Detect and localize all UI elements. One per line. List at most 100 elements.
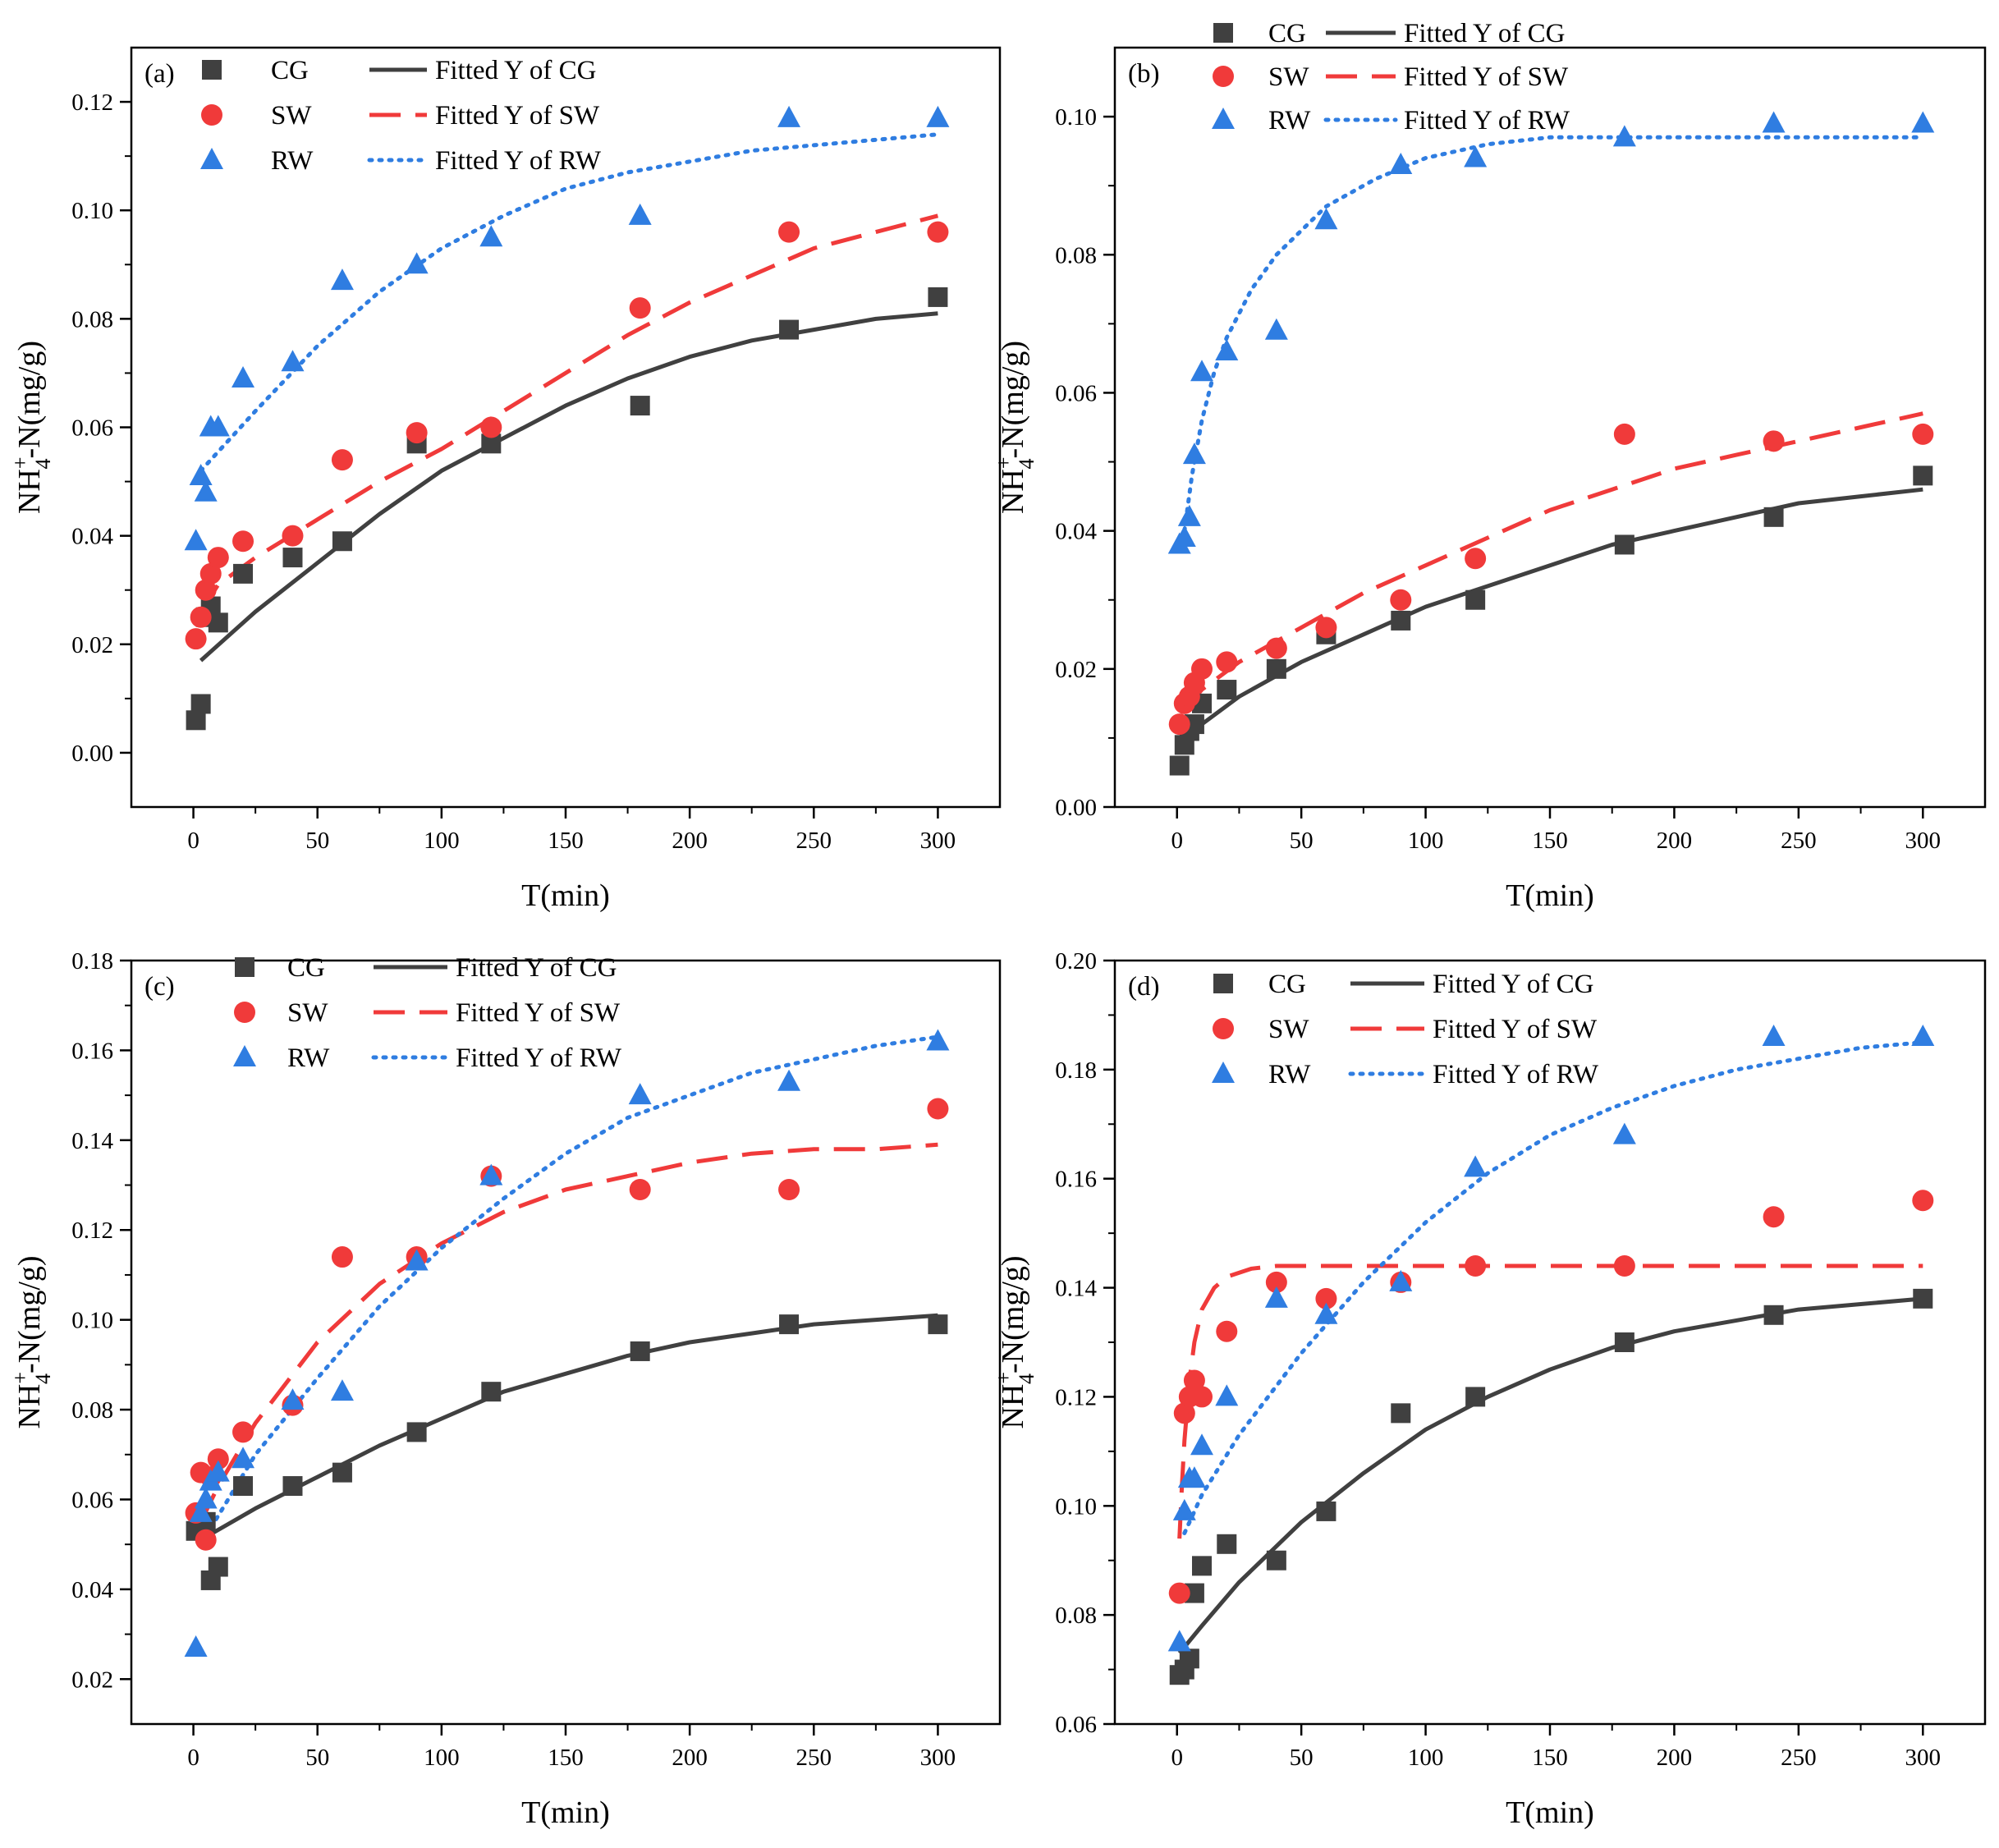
point-rw <box>1264 1286 1288 1308</box>
point-cg <box>1913 1288 1933 1309</box>
y-axis-title: NH+4-N(mg/g) <box>8 341 55 514</box>
point-sw <box>1265 1271 1287 1293</box>
y-tick-label: 0.20 <box>1055 948 1097 974</box>
point-sw <box>1912 1190 1934 1212</box>
panel-label: (a) <box>144 59 175 89</box>
y-tick-label: 0.02 <box>71 1667 113 1693</box>
point-cg <box>208 1557 228 1577</box>
point-cg <box>208 612 228 633</box>
legend-fit-label: Fitted Y of CG <box>435 56 596 85</box>
x-tick-label: 100 <box>424 828 460 854</box>
point-rw <box>1215 1384 1239 1406</box>
point-cg <box>779 1314 800 1335</box>
y-tick-label: 0.04 <box>1055 519 1097 545</box>
point-rw <box>1389 1269 1413 1291</box>
point-rw <box>1762 1025 1786 1046</box>
point-cg <box>1763 507 1784 527</box>
point-rw <box>206 415 230 437</box>
x-tick-label: 200 <box>1657 828 1693 854</box>
point-rw <box>1264 318 1288 340</box>
point-rw <box>1182 1466 1206 1488</box>
point-sw <box>207 547 229 569</box>
point-rw <box>1464 145 1488 167</box>
y-tick-label: 0.14 <box>71 1128 113 1154</box>
x-tick-label: 300 <box>1905 828 1942 854</box>
point-rw <box>1612 1122 1636 1144</box>
point-sw <box>1168 1582 1190 1604</box>
y-tick-label: 0.10 <box>71 198 113 224</box>
y-axis-title: NH+4-N(mg/g) <box>992 1255 1038 1428</box>
point-rw <box>194 1487 218 1509</box>
point-sw <box>1168 713 1190 736</box>
x-axis-title: T(min) <box>521 878 610 913</box>
point-cg <box>928 287 948 307</box>
x-tick-label: 0 <box>1171 828 1183 854</box>
point-cg <box>1169 755 1190 776</box>
legend-series-label: RW <box>271 146 314 176</box>
legend-marker-cg <box>202 60 222 80</box>
point-rw <box>405 252 429 274</box>
x-tick-label: 50 <box>305 1745 329 1771</box>
x-tick-label: 200 <box>672 828 708 854</box>
legend: CG Fitted Y of CG SW Fitted Y of SW RW Fitted… <box>233 953 622 1073</box>
y-axis-title: NH+4-N(mg/g) <box>992 341 1038 514</box>
legend-marker-sw <box>201 104 222 126</box>
point-cg <box>1465 1387 1486 1407</box>
y-axis-title: NH+4-N(mg/g) <box>8 1255 55 1428</box>
point-sw <box>1763 1206 1785 1228</box>
y-tick-label: 0.04 <box>71 1577 113 1603</box>
legend-series-label: CG <box>1268 970 1306 999</box>
x-tick-label: 200 <box>1657 1745 1693 1771</box>
y-tick-label: 0.10 <box>1055 104 1097 131</box>
legend-series-label: SW <box>271 101 312 131</box>
legend-marker-rw <box>1212 108 1235 129</box>
legend-marker-sw <box>1213 66 1234 87</box>
point-rw <box>1167 1630 1191 1652</box>
point-cg <box>928 1314 948 1335</box>
point-sw <box>1216 1320 1238 1342</box>
point-sw <box>190 606 212 628</box>
legend: CG Fitted Y of CG SW Fitted Y of SW RW Fitted… <box>1212 970 1599 1089</box>
point-sw <box>1191 1386 1213 1408</box>
point-cg <box>282 1476 303 1497</box>
legend-fit-label: Fitted Y of RW <box>1433 1060 1599 1089</box>
point-sw <box>1390 589 1412 611</box>
legend-series-label: RW <box>287 1043 330 1073</box>
point-sw <box>1191 658 1213 680</box>
point-sw <box>195 579 217 601</box>
point-rw <box>1762 111 1786 133</box>
point-sw <box>232 1421 254 1443</box>
legend-marker-rw <box>200 148 223 169</box>
x-tick-label: 100 <box>1408 1745 1444 1771</box>
point-rw <box>189 463 213 485</box>
point-sw <box>778 1179 800 1200</box>
point-sw <box>185 628 207 650</box>
y-tick-label: 0.12 <box>1055 1384 1097 1410</box>
point-cg <box>233 563 254 584</box>
point-rw <box>1172 525 1196 548</box>
point-rw <box>281 350 305 372</box>
point-sw <box>778 221 800 243</box>
legend-series-label: CG <box>1268 19 1306 48</box>
x-tick-label: 200 <box>672 1745 708 1771</box>
x-tick-label: 0 <box>1171 1745 1183 1771</box>
x-tick-label: 50 <box>1290 1745 1314 1771</box>
x-tick-label: 100 <box>1408 828 1444 854</box>
panel-d: 0 50 100 150 200 250 300 0.06 0.08 0.10 0.12 0.14 0.… <box>992 948 1987 1830</box>
panel-label: (b) <box>1128 59 1159 89</box>
y-tick-label: 0.12 <box>71 89 113 116</box>
y-tick-label: 0.00 <box>71 741 113 767</box>
point-sw <box>1183 1369 1205 1392</box>
point-cg <box>1217 680 1237 700</box>
fit-line-cg <box>199 311 938 663</box>
point-sw <box>927 221 949 243</box>
x-tick-label: 300 <box>1905 1745 1942 1771</box>
panel-a: 0 50 100 150 200 250 300 0.00 0.02 0.04 0.06 0.08 0.… <box>8 46 1002 913</box>
legend-fit-label: Fitted Y of SW <box>1433 1015 1598 1044</box>
x-axis-title: T(min) <box>1506 878 1594 913</box>
point-rw <box>1182 443 1206 465</box>
point-rw <box>184 1635 208 1657</box>
y-tick-label: 0.08 <box>1055 242 1097 268</box>
fit-line-rw <box>1182 135 1925 534</box>
